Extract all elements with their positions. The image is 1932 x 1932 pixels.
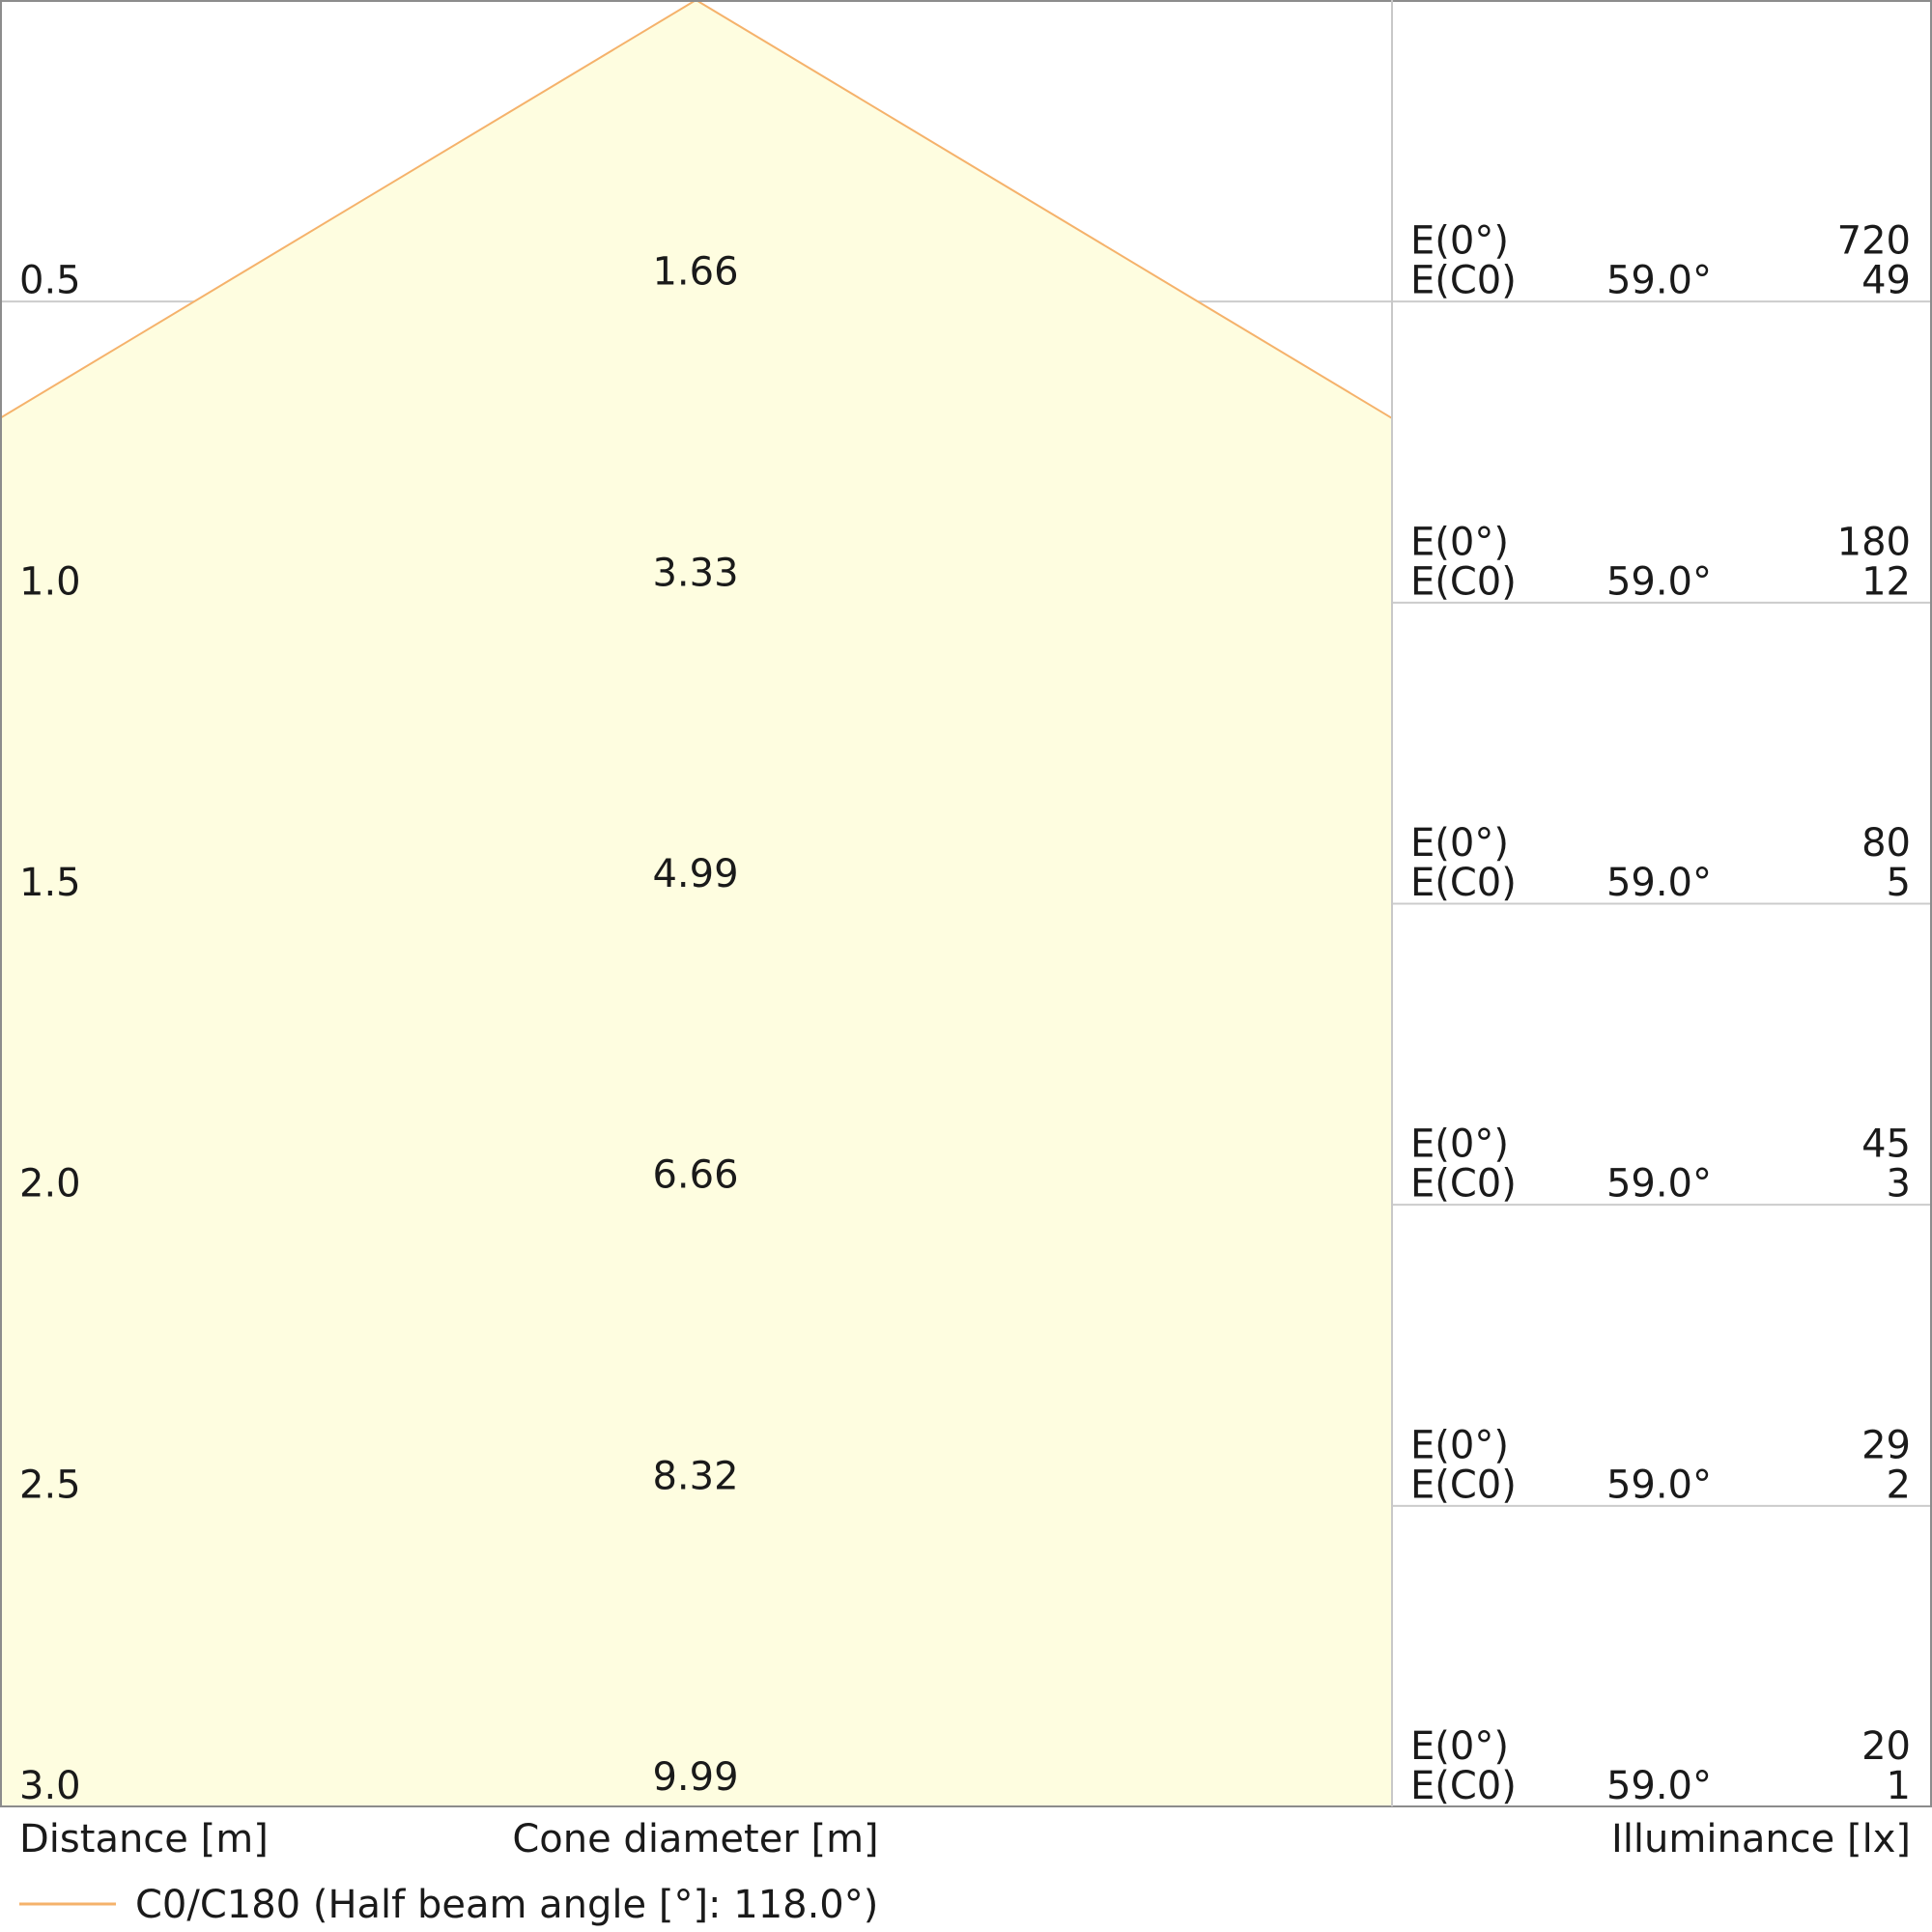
ec0-label: E(C0) (1410, 1162, 1517, 1207)
ec0-value: 5 (1887, 861, 1911, 905)
plot-frame (0, 0, 1932, 1807)
ec0-label: E(C0) (1410, 559, 1517, 604)
distance-tick-label: 2.0 (19, 1162, 81, 1207)
distance-tick-label: 2.5 (19, 1463, 81, 1507)
half-beam-angle-value: 59.0° (1606, 1764, 1712, 1808)
legend-label: C0/C180 (Half beam angle [°]: 118.0°) (135, 1883, 878, 1927)
rows-layer: 0.5 1.66 E(0°) 720 E(C0) 59.0° 49 1.0 3.33 E(0°) 1… (19, 219, 1911, 1808)
half-beam-angle-value: 59.0° (1606, 559, 1712, 604)
cone-diameter-label: 4.99 (652, 852, 738, 896)
cone-diameter-label: 6.66 (652, 1153, 738, 1198)
half-beam-angle-value: 59.0° (1606, 861, 1712, 905)
e0-label: E(0°) (1410, 219, 1509, 264)
distance-tick-label: 3.0 (19, 1764, 81, 1808)
e0-value: 29 (1861, 1423, 1911, 1467)
ec0-value: 2 (1887, 1463, 1911, 1507)
e0-label: E(0°) (1410, 1724, 1509, 1769)
cone-diameter-label: 1.66 (652, 250, 738, 295)
cone-diameter-label: 3.33 (652, 551, 738, 595)
half-beam-angle-value: 59.0° (1606, 259, 1712, 303)
e0-value: 45 (1861, 1122, 1911, 1167)
ec0-value: 12 (1861, 559, 1911, 604)
ec0-label: E(C0) (1410, 259, 1517, 303)
ec0-value: 1 (1887, 1764, 1911, 1808)
ec0-label: E(C0) (1410, 1764, 1517, 1808)
e0-value: 20 (1861, 1724, 1911, 1769)
e0-label: E(0°) (1410, 1423, 1509, 1467)
ec0-label: E(C0) (1410, 861, 1517, 905)
illuminance-axis-label: Illuminance [lx] (1611, 1817, 1911, 1861)
half-beam-angle-value: 59.0° (1606, 1463, 1712, 1507)
distance-tick-label: 1.5 (19, 861, 81, 905)
ec0-label: E(C0) (1410, 1463, 1517, 1507)
cone-outline-line (0, 0, 1393, 419)
distance-axis-label: Distance [m] (19, 1817, 269, 1861)
e0-value: 80 (1861, 821, 1911, 866)
ec0-value: 49 (1861, 259, 1911, 303)
e0-label: E(0°) (1410, 1122, 1509, 1167)
e0-value: 180 (1837, 520, 1911, 564)
distance-tick-label: 0.5 (19, 259, 81, 303)
ec0-value: 3 (1887, 1162, 1911, 1207)
e0-label: E(0°) (1410, 520, 1509, 564)
distance-tick-label: 1.0 (19, 559, 81, 604)
cone-diameter-label: 9.99 (652, 1755, 738, 1800)
cone-area (0, 0, 1392, 1806)
e0-value: 720 (1837, 219, 1911, 264)
half-beam-angle-value: 59.0° (1606, 1162, 1712, 1207)
cone-diameter-label: 8.32 (652, 1454, 738, 1498)
e0-label: E(0°) (1410, 821, 1509, 866)
cone-diameter-axis-label: Cone diameter [m] (512, 1817, 878, 1861)
